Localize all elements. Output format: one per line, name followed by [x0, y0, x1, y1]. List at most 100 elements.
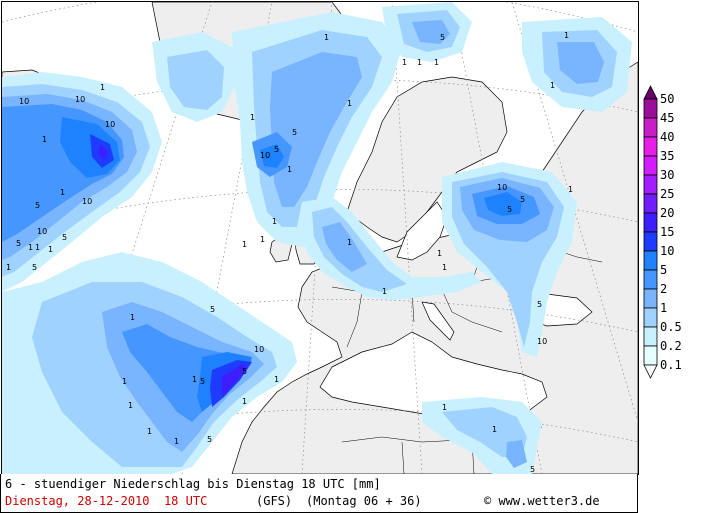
contour-label: 1	[128, 401, 133, 410]
contour-label: 5	[200, 377, 205, 386]
contour-label: 5	[520, 195, 525, 204]
contour-label: 1	[324, 33, 329, 42]
precipitation-areas	[2, 2, 632, 474]
legend-label: 1	[660, 301, 667, 315]
contour-label: 1	[550, 81, 555, 90]
legend-swatch	[643, 288, 658, 309]
contour-label: 1	[437, 249, 442, 258]
contour-label: 1	[35, 243, 40, 252]
contour-label: 10	[105, 120, 115, 129]
north-system	[382, 2, 472, 62]
map-canvas: 10 10 10 10 10 5 5 5 5 1 1 1 1 1 1 1 10 …	[2, 2, 638, 474]
contour-label: 1	[347, 99, 352, 108]
contour-label: 1	[242, 240, 247, 249]
contour-label: 1	[442, 403, 447, 412]
contour-label: 10	[497, 183, 507, 192]
legend-swatch	[643, 250, 658, 271]
legend-swatch	[643, 212, 658, 233]
contour-label: 5	[16, 239, 21, 248]
contour-label: 1	[6, 263, 11, 272]
contour-label: 1	[192, 375, 197, 384]
legend-swatch	[643, 85, 658, 100]
contour-label: 5	[210, 305, 215, 314]
legend-swatch	[643, 174, 658, 195]
model-run: (Montag 06 + 36)	[306, 494, 422, 508]
contour-label: 1	[492, 425, 497, 434]
contour-labels: 10 10 10 10 10 5 5 5 5 1 1 1 1 1 1 1 10 …	[6, 31, 573, 474]
legend-swatch	[643, 117, 658, 138]
legend-swatch	[643, 326, 658, 347]
legend-label: 5	[660, 263, 667, 277]
precipitation-legend: 50 45 40 35 30 25 20 15 10 5 2 1 0.5 0.2 0.1	[640, 85, 704, 395]
legend-label: 35	[660, 149, 674, 163]
contour-label: 5	[35, 201, 40, 210]
norwegian-sea-band	[232, 12, 402, 247]
contour-label: 1	[260, 235, 265, 244]
valid-date: Dienstag, 28-12-2010 18 UTC	[5, 494, 208, 508]
barents-system	[522, 17, 632, 112]
contour-label: 1	[417, 58, 422, 67]
legend-label: 15	[660, 225, 674, 239]
contour-label: 10	[75, 95, 85, 104]
contour-label: 1	[28, 243, 33, 252]
contour-label: 10	[260, 151, 270, 160]
copyright-link[interactable]: © www.wetter3.de	[484, 494, 600, 508]
contour-label: 10	[254, 345, 264, 354]
contour-label: 5	[62, 233, 67, 242]
legend-label: 0.5	[660, 320, 682, 334]
contour-label: 1	[287, 165, 292, 174]
contour-label: 1	[100, 83, 105, 92]
contour-label: 5	[242, 367, 247, 376]
contour-label: 5	[530, 465, 535, 474]
chart-footer: 6 - stuendiger Niederschlag bis Dienstag…	[0, 474, 638, 513]
contour-label: 1	[564, 31, 569, 40]
mediterranean-sea	[319, 331, 548, 418]
legend-swatch	[643, 98, 658, 119]
europe-system	[297, 197, 482, 300]
legend-swatch	[643, 231, 658, 252]
contour-label: 10	[537, 337, 547, 346]
contour-label: 5	[537, 300, 542, 309]
legend-label: 40	[660, 130, 674, 144]
contour-label: 1	[250, 113, 255, 122]
adriatic-sea	[421, 301, 455, 341]
contour-label: 1	[274, 375, 279, 384]
scandinavia	[346, 76, 508, 243]
contour-label: 10	[37, 227, 47, 236]
legend-label: 50	[660, 92, 674, 106]
atlantic-system	[2, 72, 162, 292]
legend-label: 0.2	[660, 339, 682, 353]
contour-label: 1	[122, 377, 127, 386]
legend-label: 0.1	[660, 358, 682, 372]
contour-label: 1	[130, 313, 135, 322]
contour-label: 1	[147, 427, 152, 436]
legend-label: 45	[660, 111, 674, 125]
legend-swatch	[643, 136, 658, 157]
greenland-band	[152, 32, 237, 122]
contour-label: 5	[440, 33, 445, 42]
contour-label: 1	[42, 135, 47, 144]
legend-scale: 50 45 40 35 30 25 20 15 10 5 2 1 0.5 0.2 0.1	[643, 85, 682, 379]
contour-label: 1	[434, 58, 439, 67]
legend-label: 25	[660, 187, 674, 201]
legend-label: 10	[660, 244, 674, 258]
contour-label: 1	[242, 397, 247, 406]
contour-label: 1	[442, 263, 447, 272]
contour-label: 1	[48, 245, 53, 254]
contour-label: 10	[19, 97, 29, 106]
model-name: (GFS)	[256, 494, 293, 508]
chart-title: 6 - stuendiger Niederschlag bis Dienstag…	[5, 477, 381, 491]
legend-swatch	[643, 364, 658, 379]
legend-swatch	[643, 345, 658, 366]
russia-system	[442, 162, 577, 357]
contour-label: 1	[272, 217, 277, 226]
contour-label: 5	[274, 145, 279, 154]
legend-swatch	[643, 193, 658, 214]
legend-swatch	[643, 155, 658, 176]
legend-swatch	[643, 269, 658, 290]
contour-label: 1	[347, 238, 352, 247]
legend-label: 2	[660, 282, 667, 296]
legend-label: 20	[660, 206, 674, 220]
iberia-system	[2, 252, 297, 474]
